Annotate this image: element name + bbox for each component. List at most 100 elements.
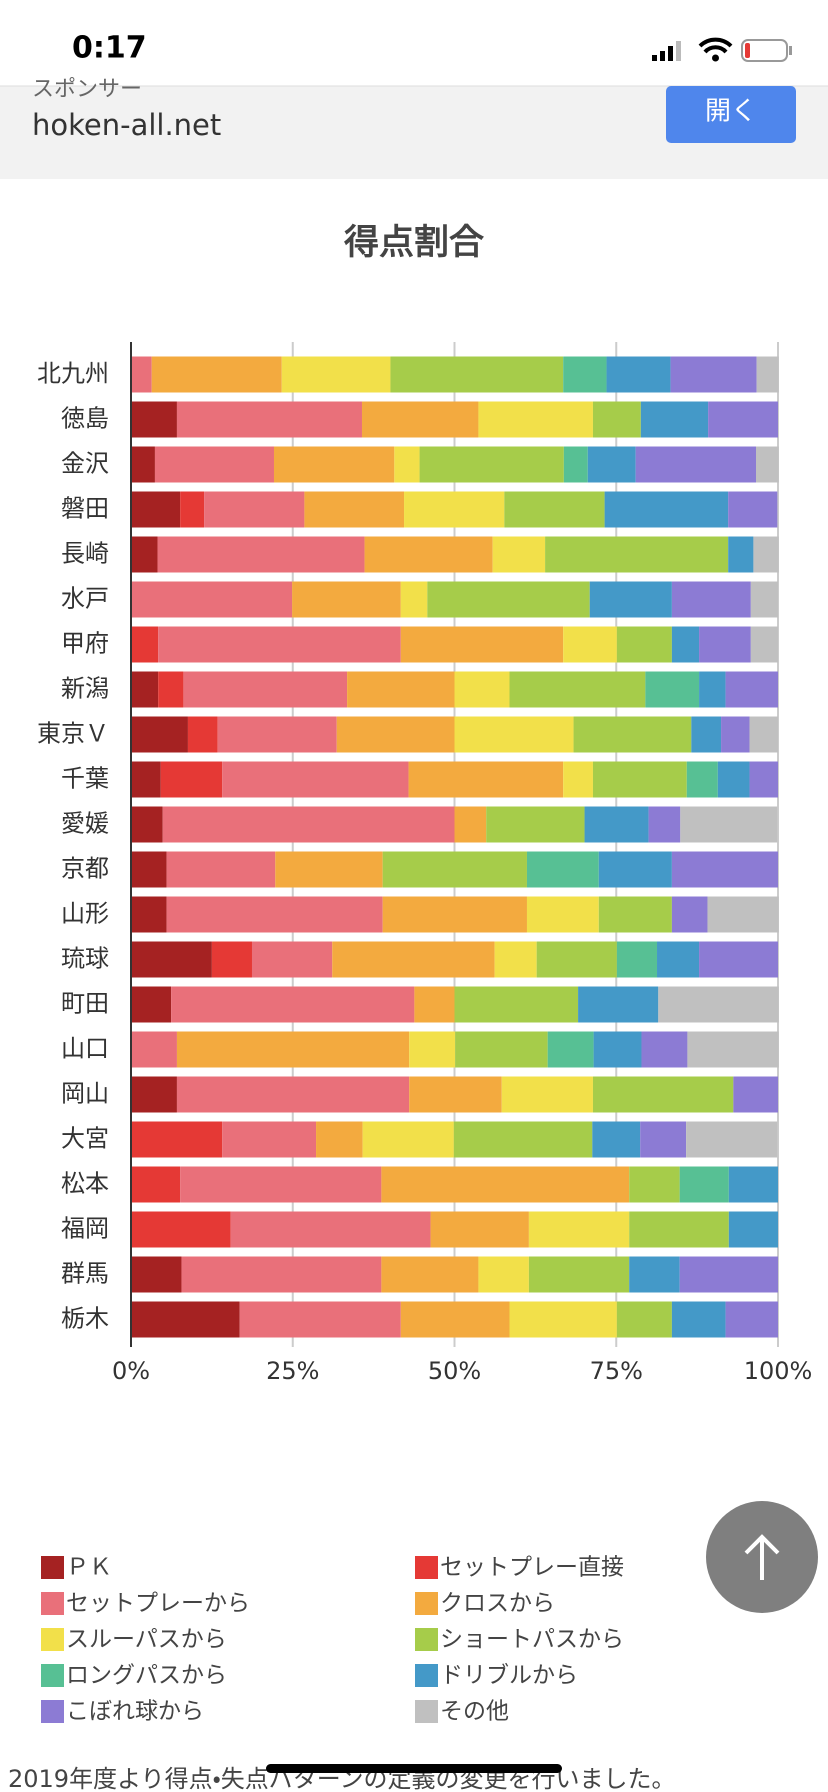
bar-segment <box>528 1211 630 1248</box>
bar-segment <box>131 806 163 843</box>
y-tick-label: 大宮 <box>61 1125 109 1153</box>
bar-segment <box>131 671 159 708</box>
bar-segment <box>494 941 537 978</box>
bar-segment <box>641 1031 688 1068</box>
bar-segment <box>409 1076 502 1113</box>
bar-segment <box>304 491 405 528</box>
bar-segment <box>131 1211 231 1248</box>
bar-segment <box>292 581 401 618</box>
bar-segment <box>131 1256 182 1293</box>
bar-segment <box>687 1031 779 1068</box>
y-tick-label: 新潟 <box>61 675 109 703</box>
bar-segment <box>131 1076 177 1113</box>
y-tick-label: 琉球 <box>61 945 109 973</box>
y-tick-label: 水戸 <box>61 585 109 613</box>
bar-segment <box>589 581 672 618</box>
bar-segment <box>394 446 420 483</box>
ad-button-label[interactable]: 開く <box>705 97 757 127</box>
y-tick-label: 金沢 <box>61 450 109 478</box>
bar-segment <box>563 626 617 663</box>
y-tick-label: 千葉 <box>61 765 109 793</box>
bar-segment <box>478 401 593 438</box>
bar-segment <box>454 986 579 1023</box>
bar-segment <box>131 446 155 483</box>
bar-segment <box>592 761 687 798</box>
bar-segment <box>592 401 641 438</box>
bar-segment <box>547 1031 594 1068</box>
y-tick-label: 福岡 <box>61 1215 109 1243</box>
bar-segment <box>707 896 779 933</box>
bar-segment <box>616 1301 672 1338</box>
bar-segment <box>604 491 729 528</box>
bar-segment <box>756 356 779 393</box>
bar-segment <box>390 356 564 393</box>
bar-segment <box>275 851 383 888</box>
bar-segment <box>187 716 218 753</box>
legend-swatch <box>415 1700 438 1723</box>
bar-segment <box>725 671 778 708</box>
legend-label: ロングパスから <box>66 1663 227 1689</box>
bar-segment <box>492 536 546 573</box>
y-tick-label: 甲府 <box>61 630 109 658</box>
bar-segment <box>478 1256 529 1293</box>
bar-segment <box>699 626 751 663</box>
bar-segment <box>686 1121 778 1158</box>
bar-segment <box>183 671 348 708</box>
bar-segment <box>131 716 188 753</box>
bar-segment <box>750 581 778 618</box>
scroll-top-icon[interactable] <box>744 1534 780 1580</box>
bar-segment <box>176 1031 410 1068</box>
x-tick-label: 25% <box>266 1357 319 1385</box>
bar-segment <box>364 536 493 573</box>
bar-segment <box>750 626 778 663</box>
bar-segment <box>629 1166 680 1203</box>
bar-segment <box>131 491 181 528</box>
bar-segment <box>509 671 646 708</box>
bar-segment <box>756 446 779 483</box>
bar-segment <box>361 401 479 438</box>
bar-segment <box>131 1166 181 1203</box>
home-indicator <box>266 1764 562 1773</box>
bar-segment <box>657 941 700 978</box>
y-tick-label: 町田 <box>61 990 109 1018</box>
bar-segment <box>409 1031 456 1068</box>
bar-segment <box>708 401 778 438</box>
bar-segment <box>671 851 778 888</box>
y-tick-label: 東京Ｖ <box>37 720 109 748</box>
ad-button[interactable] <box>666 86 796 143</box>
bar-segment <box>131 761 161 798</box>
bar-segment <box>454 716 574 753</box>
bar-segment <box>180 1166 382 1203</box>
bar-segment <box>131 626 159 663</box>
bar-segment <box>131 941 212 978</box>
bar-segment <box>616 626 672 663</box>
bar-segment <box>151 356 282 393</box>
legend-swatch <box>415 1592 438 1615</box>
bar-segment <box>381 1256 479 1293</box>
bar-segment <box>699 671 726 708</box>
status-icons <box>652 37 792 62</box>
bar-segment <box>606 356 671 393</box>
bar-segment <box>158 671 184 708</box>
bar-segment <box>578 986 659 1023</box>
legend-label: セットプレー直接 <box>440 1555 624 1581</box>
bar-segment <box>131 401 177 438</box>
bar-segment <box>749 716 778 753</box>
legend-swatch <box>415 1628 438 1651</box>
legend-swatch <box>41 1628 64 1651</box>
bar-segment <box>645 671 700 708</box>
bar-segment <box>131 1031 177 1068</box>
bar-segment <box>679 1166 729 1203</box>
bar-segment <box>316 1121 363 1158</box>
y-tick-label: 栃木 <box>61 1305 109 1333</box>
bar-segment <box>725 1301 778 1338</box>
bar-segment <box>671 896 708 933</box>
bar-segment <box>691 716 722 753</box>
x-tick-label: 0% <box>112 1357 150 1385</box>
bar-segment <box>400 626 564 663</box>
bar-segment <box>592 1121 641 1158</box>
bar-segment <box>593 1031 642 1068</box>
bar-segment <box>181 1256 382 1293</box>
bar-segment <box>501 1076 593 1113</box>
bar-segment <box>408 761 564 798</box>
